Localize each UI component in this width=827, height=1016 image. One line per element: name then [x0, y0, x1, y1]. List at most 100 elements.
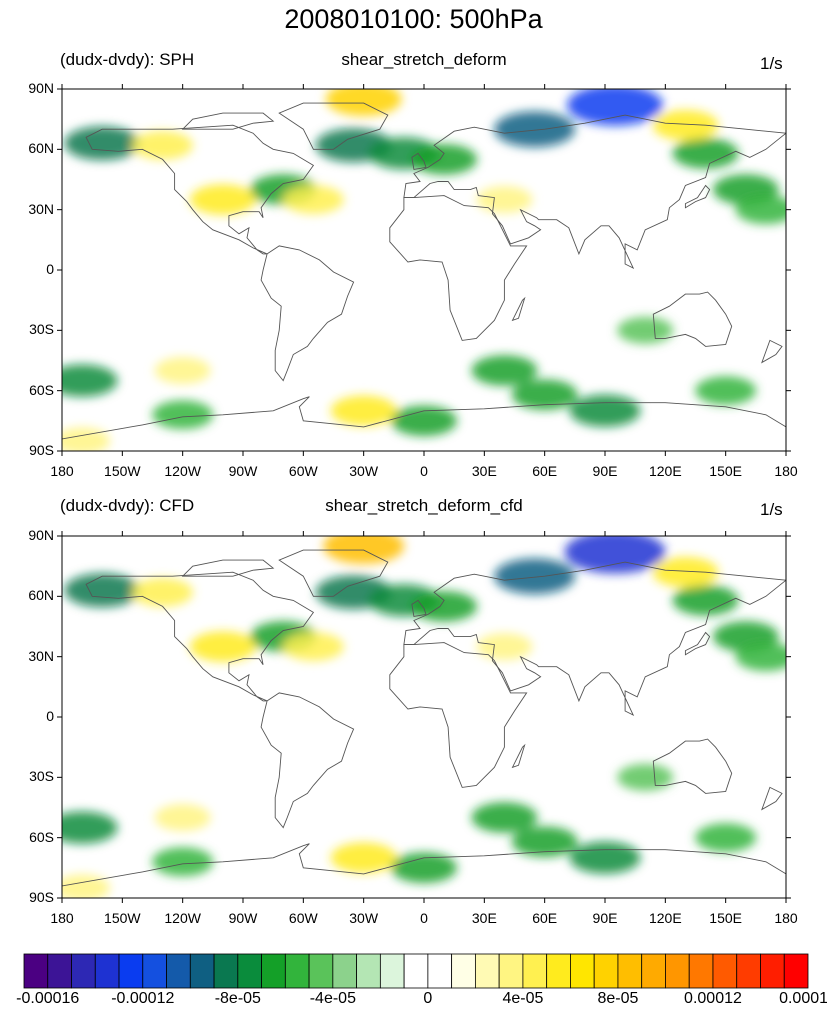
field-feature	[189, 184, 256, 215]
field-feature	[511, 379, 578, 410]
field-panel-1	[62, 89, 786, 451]
coastlines	[62, 549, 786, 898]
coastline	[403, 561, 786, 716]
lon-tick-label: 90W	[228, 910, 258, 926]
colorbar-label: -0.00016	[16, 990, 80, 1007]
lon-tick-label: 30W	[349, 910, 379, 926]
field-feature	[64, 573, 141, 608]
lat-tick-label: 0	[46, 261, 54, 277]
colorbar-swatch	[403, 953, 429, 989]
lon-tick-label: 120W	[164, 910, 201, 926]
colorbar-swatch	[142, 953, 167, 989]
colorbar-swatch	[498, 953, 524, 989]
field-feature	[476, 186, 533, 214]
coastline	[684, 631, 711, 656]
lat-tick-label: 60N	[28, 140, 54, 157]
field-feature	[282, 185, 344, 214]
field-feature	[62, 364, 118, 397]
field-feature	[154, 357, 211, 385]
colorbar-label: 0.00012	[684, 990, 742, 1007]
coastline	[260, 692, 355, 829]
lat-tick-label: 60N	[28, 587, 54, 604]
field-feature	[511, 826, 578, 857]
colorbar-label: -4e-05	[309, 990, 356, 1007]
field-feature	[735, 195, 786, 225]
field-feature	[476, 633, 533, 661]
field-feature	[617, 763, 674, 791]
colorbar-swatch	[427, 953, 453, 989]
colorbar-swatch	[189, 953, 215, 989]
coastline	[652, 738, 733, 794]
lon-tick-label: 90W	[228, 463, 258, 479]
colorbar-label: -8e-05	[214, 990, 261, 1007]
lon-tick-label: 150W	[104, 910, 141, 926]
lon-tick-label: 180	[50, 910, 74, 926]
colorbar-swatch	[284, 953, 310, 989]
coastline	[511, 296, 526, 322]
field-panel-2	[62, 536, 786, 898]
field-feature	[152, 847, 214, 877]
field-feature	[189, 631, 256, 662]
map-panels	[57, 84, 791, 903]
colorbar-swatch	[237, 953, 262, 989]
lat-tick-label: 30S	[29, 321, 54, 338]
colorbar-swatch	[47, 953, 72, 989]
field-feature	[154, 804, 211, 832]
lon-tick-label: 90E	[592, 463, 618, 479]
field-feature	[494, 111, 576, 148]
panel-1-center-label: shear_stretch_deform	[341, 50, 507, 69]
lon-tick-label: 180	[50, 463, 74, 479]
colorbar-swatch	[23, 953, 49, 989]
colorbar-label: 0.00016	[779, 990, 827, 1007]
colorbar-swatch	[379, 953, 405, 989]
field-feature	[567, 89, 664, 126]
field-feature	[735, 642, 786, 672]
field-feature	[330, 842, 397, 874]
coastlines	[62, 102, 786, 451]
field-feature	[282, 632, 344, 661]
lon-tick-label: 150E	[709, 910, 743, 926]
coastline	[389, 642, 528, 788]
field-feature	[672, 585, 739, 616]
colorbar-swatch	[261, 953, 286, 989]
coastline	[652, 291, 733, 347]
colorbar-swatch	[332, 953, 358, 989]
lon-tick-label: 0	[420, 463, 428, 479]
colorbar-label: 0	[423, 990, 433, 1007]
lon-tick-label: 120W	[164, 463, 201, 479]
colorbar-swatch	[783, 953, 809, 989]
lon-tick-label: 30E	[471, 910, 497, 926]
colorbar-label: -0.00012	[111, 990, 175, 1007]
lat-tick-label: 30N	[28, 647, 54, 664]
lon-tick-label: 30W	[349, 463, 379, 479]
field-feature	[569, 841, 641, 874]
coastline	[761, 339, 783, 364]
field-feature	[132, 130, 194, 160]
lon-tick-label: 0	[420, 910, 428, 926]
coastline	[62, 843, 786, 898]
field-feature	[411, 591, 478, 622]
lon-tick-label: 120E	[648, 463, 682, 479]
field-feature	[617, 316, 674, 344]
coastline	[181, 112, 275, 130]
coastline	[181, 559, 275, 577]
field-feature	[64, 126, 141, 161]
field-feature	[62, 811, 118, 844]
colorbar-swatch	[213, 953, 239, 989]
panel-2-left-label: (dudx-dvdy): CFD	[60, 496, 195, 515]
coastline	[260, 245, 355, 382]
colorbar-swatch	[166, 953, 191, 989]
lat-tick-label: 30N	[28, 200, 54, 217]
figure-title: 2008010100: 500hPa	[284, 4, 543, 34]
lon-tick-label: 180	[774, 910, 798, 926]
colorbar-swatch	[641, 953, 666, 989]
field-feature	[652, 556, 719, 588]
lat-tick-label: 60S	[29, 828, 54, 845]
coastline	[389, 195, 528, 341]
colorbar	[23, 953, 809, 989]
coastline	[411, 599, 427, 617]
panel-2-units-label: 1/s	[760, 500, 783, 519]
lat-tick-label: 90S	[29, 442, 54, 458]
panel-2-center-label: shear_stretch_deform_cfd	[325, 496, 523, 515]
field-feature	[695, 376, 757, 406]
